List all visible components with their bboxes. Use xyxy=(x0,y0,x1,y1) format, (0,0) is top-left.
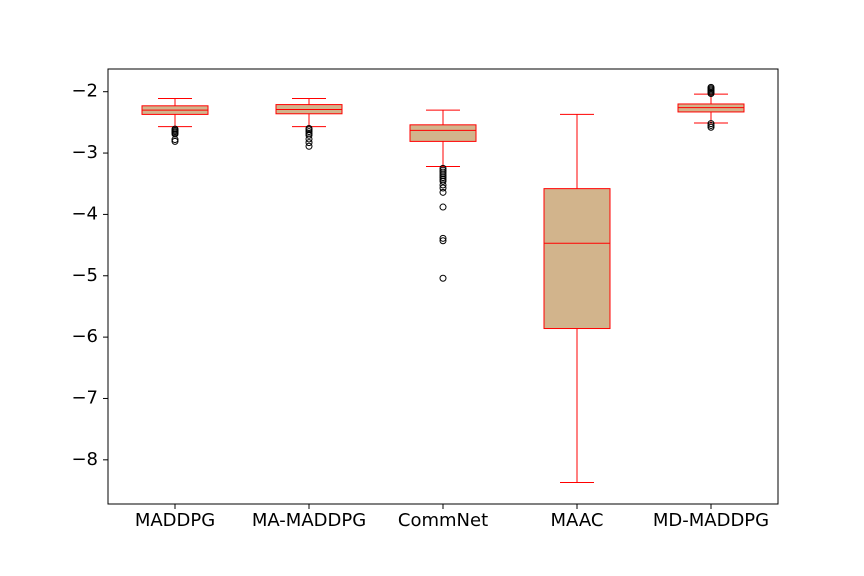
outlier-point xyxy=(305,135,313,143)
x-tick-label: MA-MADDPG xyxy=(252,510,366,531)
outlier-point xyxy=(439,181,447,189)
y-tick-label: −8 xyxy=(71,449,98,470)
outlier-point xyxy=(305,131,313,139)
y-tick-label: −5 xyxy=(71,265,98,286)
iqr-box xyxy=(409,124,477,142)
y-tick-label: −6 xyxy=(71,326,98,347)
outlier-point xyxy=(439,234,447,242)
outlier-point xyxy=(171,137,179,145)
outlier-point xyxy=(305,128,313,136)
x-axis: MADDPG MA-MADDPG CommNet MAAC MD-MADDPG xyxy=(135,504,769,531)
outlier-point xyxy=(305,142,313,150)
outlier-point xyxy=(707,90,715,98)
x-tick-label: MADDPG xyxy=(135,510,215,531)
y-tick-label: −3 xyxy=(71,142,98,163)
box-group xyxy=(409,109,477,282)
outlier-point xyxy=(305,139,313,147)
outlier-point xyxy=(707,120,715,128)
outlier-point xyxy=(439,174,447,182)
x-tick-label: MD-MADDPG xyxy=(653,510,769,531)
plot-area xyxy=(141,83,745,484)
y-tick-label: −4 xyxy=(71,203,98,224)
y-axis: −8 −7 −6 −5 −4 −3 −2 xyxy=(71,81,108,470)
outlier-point xyxy=(171,136,179,144)
outlier-point xyxy=(439,177,447,185)
box-group xyxy=(543,113,611,484)
outlier-point xyxy=(707,121,715,129)
box-group xyxy=(677,83,745,131)
outlier-point xyxy=(707,123,715,131)
iqr-box xyxy=(543,188,611,330)
outlier-point xyxy=(439,188,447,196)
outlier-point xyxy=(439,203,447,211)
outlier-point xyxy=(439,237,447,245)
box-group xyxy=(141,97,209,145)
y-tick-label: −7 xyxy=(71,387,98,408)
box-group xyxy=(275,97,343,150)
y-tick-label: −2 xyxy=(71,81,98,102)
outlier-point xyxy=(439,184,447,192)
outlier-point xyxy=(439,274,447,282)
x-tick-label: MAAC xyxy=(551,510,604,531)
x-tick-label: CommNet xyxy=(398,510,488,531)
